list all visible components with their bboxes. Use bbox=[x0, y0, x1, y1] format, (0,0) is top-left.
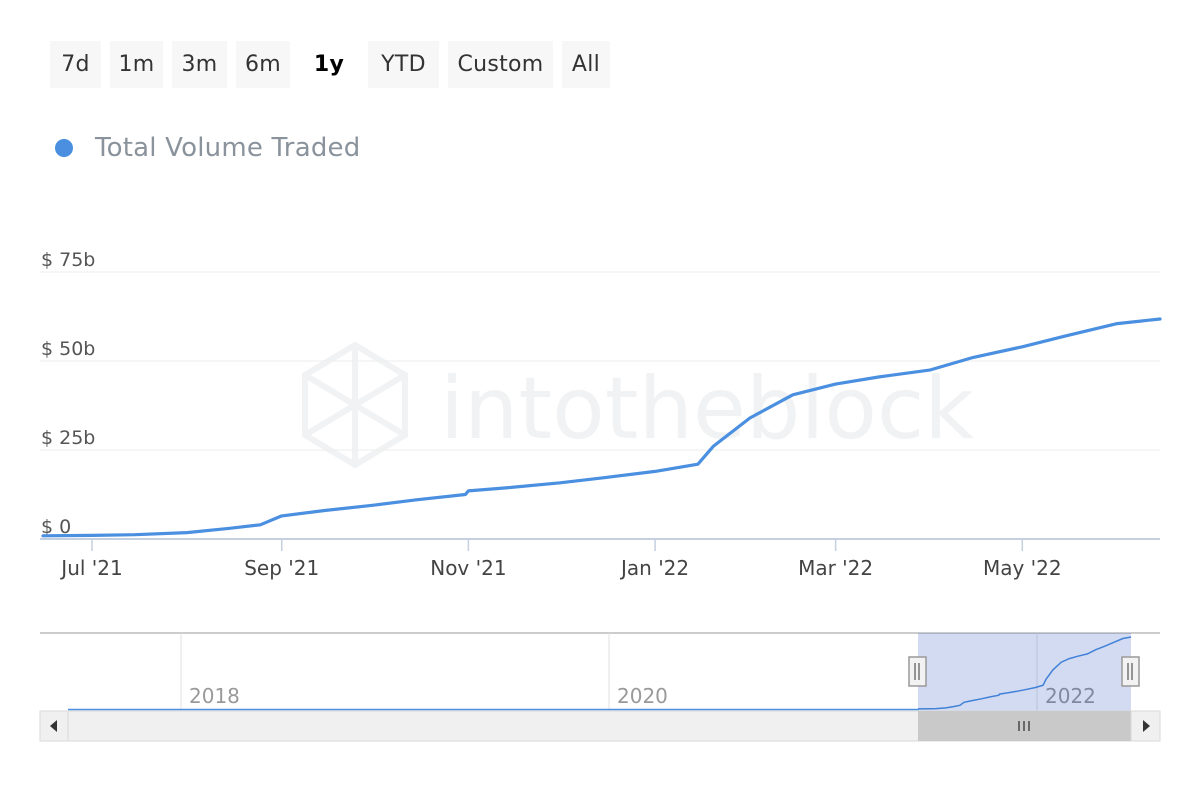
navigator-selected-range[interactable] bbox=[918, 633, 1131, 711]
range-selector: 7d 1m 3m 6m 1y YTD Custom All bbox=[50, 41, 619, 88]
navigator[interactable]: 2018 2020 2022 bbox=[40, 632, 1160, 711]
y-tick-label: $ 75b bbox=[41, 249, 95, 271]
range-all-button[interactable]: All bbox=[562, 41, 610, 88]
arrow-left-icon bbox=[50, 720, 57, 732]
range-1m-button[interactable]: 1m bbox=[110, 41, 163, 88]
y-tick-label: $ 0 bbox=[41, 516, 71, 538]
x-tick-label: Jul '21 bbox=[59, 556, 122, 580]
x-tick-label: Mar '22 bbox=[798, 556, 873, 580]
legend-marker-icon bbox=[55, 139, 73, 157]
navigator-year-label: 2020 bbox=[617, 684, 668, 708]
y-tick-label: $ 50b bbox=[41, 338, 95, 360]
x-tick-label: Jan '22 bbox=[619, 556, 689, 580]
scroll-left-button[interactable] bbox=[39, 710, 69, 742]
x-tick-label: Sep '21 bbox=[244, 556, 319, 580]
watermark-logo-icon bbox=[302, 341, 408, 469]
range-custom-button[interactable]: Custom bbox=[448, 41, 553, 88]
range-1y-button[interactable]: 1y bbox=[313, 52, 345, 77]
x-tick-label: Nov '21 bbox=[430, 556, 506, 580]
series-line-total-volume bbox=[41, 317, 1162, 538]
legend-label: Total Volume Traded bbox=[95, 133, 361, 163]
range-3m-button[interactable]: 3m bbox=[172, 41, 227, 88]
navigator-left-handle[interactable] bbox=[908, 656, 927, 687]
range-7d-button[interactable]: 7d bbox=[50, 41, 101, 88]
navigator-year-label: 2018 bbox=[189, 684, 240, 708]
scroll-right-button[interactable] bbox=[1130, 710, 1161, 742]
y-tick-label: $ 25b bbox=[41, 427, 95, 449]
range-ytd-button[interactable]: YTD bbox=[368, 41, 439, 88]
legend[interactable]: Total Volume Traded bbox=[55, 133, 360, 163]
navigator-scrollbar[interactable] bbox=[39, 710, 1161, 742]
x-tick-label: May '22 bbox=[983, 556, 1062, 580]
arrow-right-icon bbox=[1143, 720, 1150, 732]
navigator-series-line bbox=[68, 636, 1132, 711]
navigator-year-label: 2022 bbox=[1045, 684, 1096, 708]
navigator-right-handle[interactable] bbox=[1121, 656, 1140, 687]
scrollbar-thumb[interactable] bbox=[918, 711, 1131, 741]
range-6m-button[interactable]: 6m bbox=[236, 41, 290, 88]
